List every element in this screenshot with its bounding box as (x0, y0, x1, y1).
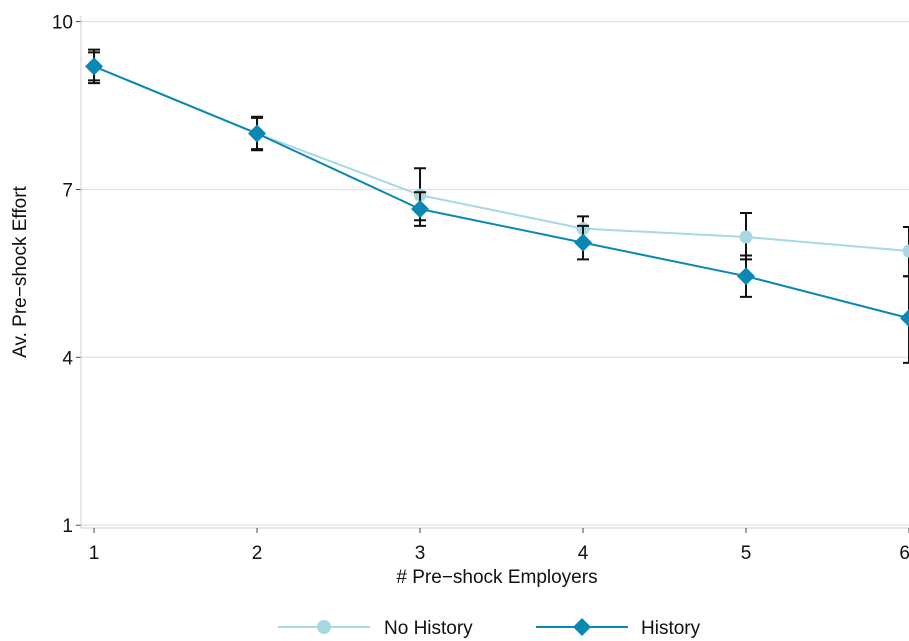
tick-labels: 1 4 7 10 1 2 3 4 5 6 (52, 13, 909, 564)
y-tick-label-1: 1 (62, 516, 73, 537)
x-axis-title: # Pre−shock Employers (396, 567, 597, 588)
point-no-history-5 (740, 231, 753, 244)
point-history-2 (248, 125, 266, 143)
legend-marker-no-history (317, 620, 331, 634)
point-history-4 (574, 234, 592, 252)
point-no-history-6 (903, 245, 909, 258)
legend-label-no-history: No History (384, 618, 473, 639)
legend-marker-history (573, 618, 591, 636)
y-tick-label-10: 10 (52, 13, 73, 34)
point-history-5 (737, 267, 755, 285)
series-group (85, 50, 909, 363)
series-history (85, 50, 909, 363)
x-tick-label-3: 3 (415, 543, 426, 564)
x-tick-label-2: 2 (252, 543, 263, 564)
x-tick-label-6: 6 (899, 543, 909, 564)
series-no-history (88, 52, 909, 276)
point-history-1 (85, 57, 103, 75)
x-tick-label-4: 4 (578, 543, 589, 564)
series-line-no-history (94, 66, 909, 251)
point-history-6 (900, 309, 909, 327)
legend-item-no-history[interactable]: No History (278, 618, 473, 639)
point-history-3 (411, 200, 429, 218)
legend-label-history: History (641, 618, 701, 639)
y-tick-label-7: 7 (62, 180, 73, 201)
gridlines (81, 22, 909, 526)
x-tick-label-5: 5 (741, 543, 752, 564)
y-tick-label-4: 4 (62, 348, 73, 369)
legend-item-history[interactable]: History (536, 618, 701, 639)
axes (76, 16, 909, 533)
y-axis-title: Av. Pre−shock Effort (10, 185, 31, 357)
x-tick-label-1: 1 (89, 543, 100, 564)
series-line-history (94, 66, 909, 318)
legend: No History History (278, 618, 701, 639)
